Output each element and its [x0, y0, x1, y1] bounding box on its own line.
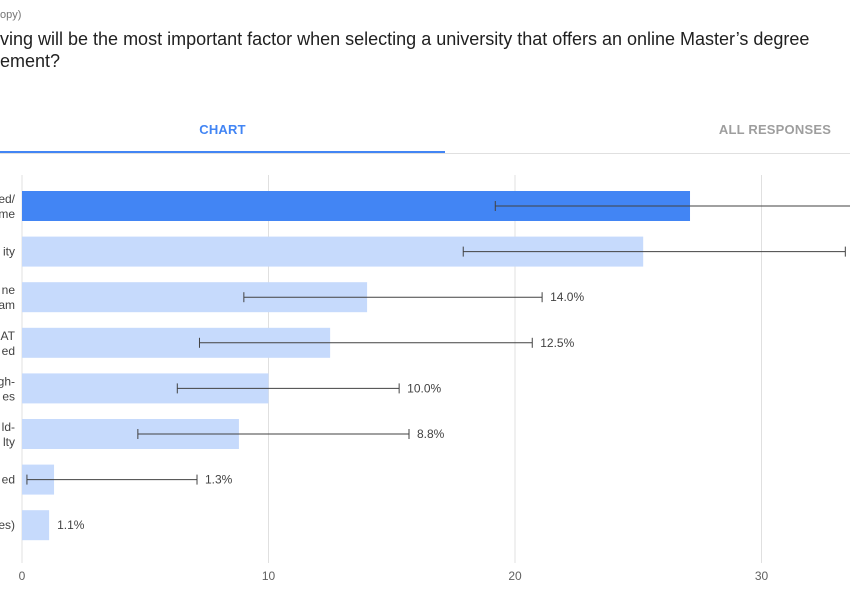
category-label: me — [0, 207, 15, 221]
value-label: 12.5% — [540, 336, 574, 350]
survey-subtitle: opy) — [0, 9, 22, 21]
question-title: ving will be the most important factor w… — [0, 28, 850, 72]
value-label: 10.0% — [407, 381, 441, 395]
x-tick-label: 0 — [19, 569, 26, 583]
value-label: 8.8% — [417, 427, 445, 441]
category-label: ed — [2, 473, 15, 487]
category-label: ld- — [2, 420, 15, 434]
tab-all-responses[interactable]: ALL RESPONSES — [718, 122, 832, 137]
x-tick-label: 10 — [262, 569, 276, 583]
value-label: 1.3% — [205, 473, 233, 487]
category-label: gh- — [0, 374, 15, 388]
x-tick-label: 30 — [755, 569, 769, 583]
category-label: am — [0, 298, 15, 312]
value-label: 1.1% — [57, 518, 85, 532]
category-label: ity — [3, 245, 15, 259]
tab-chart[interactable]: CHART — [0, 108, 445, 153]
category-label: ne — [2, 283, 16, 297]
bar-7 — [22, 510, 50, 541]
value-label: 14.0% — [550, 290, 584, 304]
x-tick-label: 20 — [508, 569, 522, 583]
category-label: lty — [3, 435, 15, 449]
category-label: es — [2, 389, 15, 403]
category-label: ed — [2, 344, 15, 358]
category-label: ed/ — [0, 192, 16, 206]
tab-bar: CHART ALL RESPONSES — [0, 108, 850, 154]
question-line-2: ement? — [0, 51, 61, 71]
category-label: es) — [0, 518, 15, 532]
question-line-1: ving will be the most important factor w… — [0, 29, 810, 49]
category-label: AT — [1, 329, 16, 343]
